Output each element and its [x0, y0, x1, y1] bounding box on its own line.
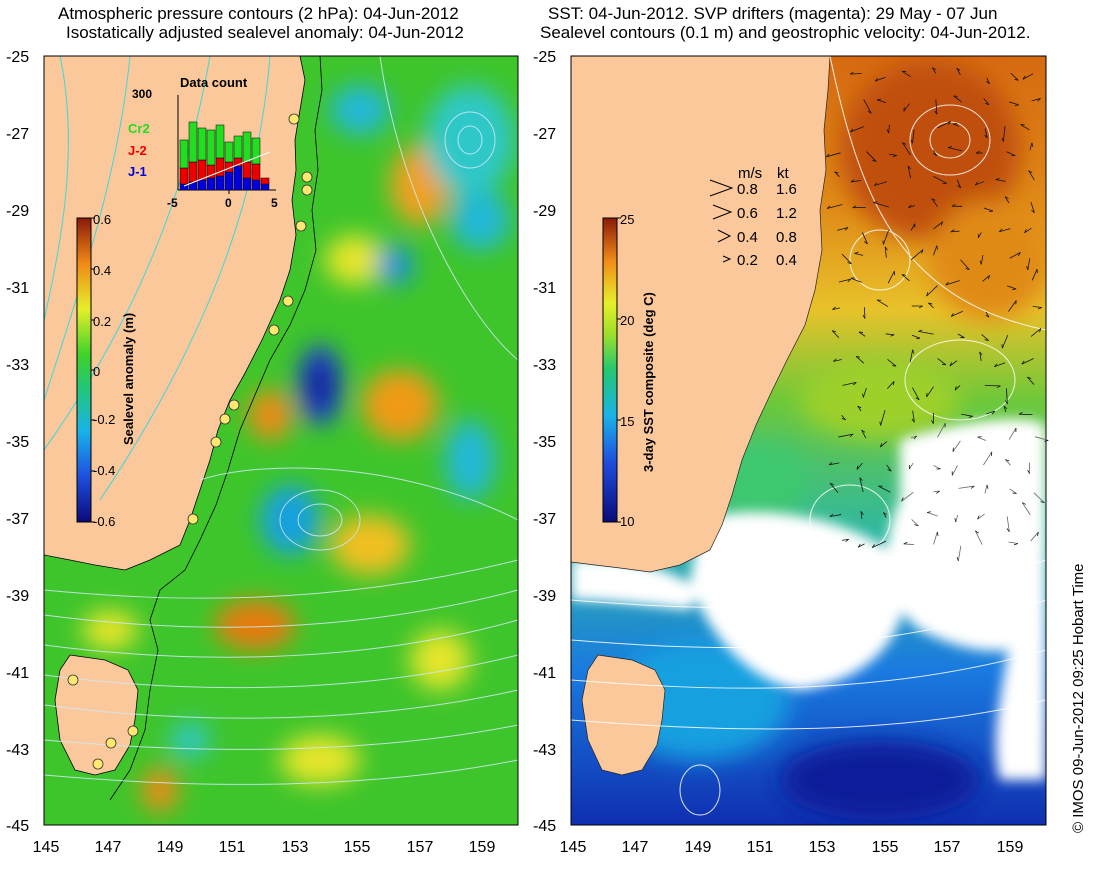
sla-tick: -0.4	[93, 463, 115, 478]
velocity-ms: 0.8	[737, 181, 758, 198]
velocity-legend: m/s kt 0.8 1.6 0.6 1.2 0.4 0.8 0.2 0.4	[709, 165, 797, 269]
sla-tick: -0.2	[93, 412, 115, 427]
velocity-ms: 0.6	[737, 205, 758, 222]
left-title-line1: Atmospheric pressure contours (2 hPa): 0…	[58, 4, 459, 23]
lat-tick: -33	[6, 357, 29, 374]
lat-tick: -31	[6, 280, 29, 297]
lon-tick: 157	[407, 839, 434, 856]
lat-tick: -45	[533, 818, 556, 835]
velocity-kt: 1.2	[776, 205, 797, 222]
pressure-contours-land	[44, 56, 271, 501]
right-title-line1: SST: 04-Jun-2012. SVP drifters (magenta)…	[548, 4, 998, 23]
velocity-kt: 0.4	[776, 252, 797, 269]
lon-tick: 159	[469, 839, 496, 856]
lon-tick: 153	[282, 839, 309, 856]
velocity-kt: 0.8	[776, 229, 797, 246]
lat-axis-left: -25 -27 -29 -31 -33 -35 -37 -39 -41 -43 …	[6, 49, 29, 835]
histogram-xtick: 0	[225, 196, 232, 210]
histogram-ymax: 300	[132, 87, 152, 101]
left-map	[43, 55, 519, 826]
histogram-title: Data count	[180, 75, 248, 90]
lon-axis-right: 145 147 149 151 153 155 157 159	[560, 839, 1024, 856]
legend-j1: J-1	[128, 164, 147, 179]
lat-tick: -25	[6, 49, 29, 66]
sst-tick: 15	[620, 414, 634, 429]
lat-tick: -43	[533, 742, 556, 759]
sla-tick: 0	[93, 364, 100, 379]
lat-tick: -37	[533, 511, 556, 528]
histogram-xtick: 5	[271, 196, 278, 210]
lat-tick: -35	[533, 434, 556, 451]
lon-tick: 147	[95, 839, 122, 856]
lat-tick: -41	[6, 665, 29, 682]
cloud-masks	[571, 419, 1046, 780]
pressure-contours-ocean	[44, 56, 518, 785]
lat-tick: -43	[6, 742, 29, 759]
sst-tick: 20	[620, 313, 634, 328]
velocity-header-ms: m/s	[738, 165, 762, 182]
lon-tick: 155	[872, 839, 899, 856]
right-title-line2: Sealevel contours (0.1 m) and geostrophi…	[540, 23, 1031, 42]
histogram-xtick: -5	[167, 196, 178, 210]
velocity-ms: 0.2	[737, 252, 758, 269]
lon-tick: 149	[685, 839, 712, 856]
lat-tick: -29	[533, 203, 556, 220]
imos-credit: © IMOS 09-Jun-2012 09:25 Hobart Time	[1070, 563, 1087, 833]
lon-tick: 147	[622, 839, 649, 856]
lat-tick: -35	[6, 434, 29, 451]
lat-tick: -41	[533, 665, 556, 682]
tide-gauges	[67, 113, 313, 770]
sla-tick: -0.6	[93, 514, 115, 529]
sst-colorbar-label: 3-day SST composite (deg C)	[641, 292, 656, 472]
sla-anomaly-blobs	[82, 85, 515, 812]
lat-tick: -25	[533, 49, 556, 66]
data-count-histogram: Data count 300 -5 0 5 Cr2 J-2 J-1	[128, 75, 278, 210]
velocity-kt: 1.6	[776, 181, 797, 198]
mainland-australia-sst	[571, 56, 830, 572]
arrow-glyph-0.4	[717, 229, 732, 243]
sla-colorbar: 0.6 0.4 0.2 0 -0.2 -0.4 -0.6 Sealevel an…	[76, 212, 136, 529]
sst-tick: 25	[620, 212, 634, 227]
arrow-glyph-0.6	[712, 204, 733, 220]
sst-tick: 10	[620, 514, 634, 529]
lon-tick: 155	[344, 839, 371, 856]
lat-tick: -45	[6, 818, 29, 835]
lat-tick: -39	[533, 588, 556, 605]
lat-tick: -27	[533, 126, 556, 143]
sst-features	[610, 60, 1046, 820]
lon-tick: 145	[33, 839, 60, 856]
lon-tick: 145	[560, 839, 587, 856]
velocity-header-kt: kt	[777, 165, 790, 182]
lat-tick: -37	[6, 511, 29, 528]
lat-axis-right: -25 -27 -29 -31 -33 -35 -37 -39 -41 -43 …	[533, 49, 556, 835]
lon-tick: 153	[809, 839, 836, 856]
arrow-glyph-0.2	[722, 255, 732, 263]
velocity-ms: 0.4	[737, 229, 758, 246]
right-map	[570, 55, 1047, 826]
lon-tick: 151	[747, 839, 774, 856]
left-title-line2: Isostatically adjusted sealevel anomaly:…	[66, 23, 464, 42]
legend-j2: J-2	[128, 143, 147, 158]
lon-tick: 149	[157, 839, 184, 856]
arrow-glyph-0.8	[709, 179, 734, 197]
sla-tick: 0.4	[93, 263, 111, 278]
sst-colorbar: 25 20 15 10 3-day SST composite (deg C)	[602, 212, 656, 529]
lat-tick: -31	[533, 280, 556, 297]
legend-cr2: Cr2	[128, 121, 150, 136]
lat-tick: -29	[6, 203, 29, 220]
lat-tick: -27	[6, 126, 29, 143]
lon-axis-left: 145 147 149 151 153 155 157 159	[33, 839, 496, 856]
lat-tick: -39	[6, 588, 29, 605]
lon-tick: 159	[997, 839, 1024, 856]
histogram-bars	[179, 121, 270, 191]
lon-tick: 157	[934, 839, 961, 856]
lon-tick: 151	[219, 839, 246, 856]
lat-tick: -33	[533, 357, 556, 374]
sla-tick: 0.2	[93, 314, 111, 329]
sla-tick: 0.6	[93, 212, 111, 227]
sla-colorbar-label: Sealevel anomaly (m)	[121, 313, 136, 445]
